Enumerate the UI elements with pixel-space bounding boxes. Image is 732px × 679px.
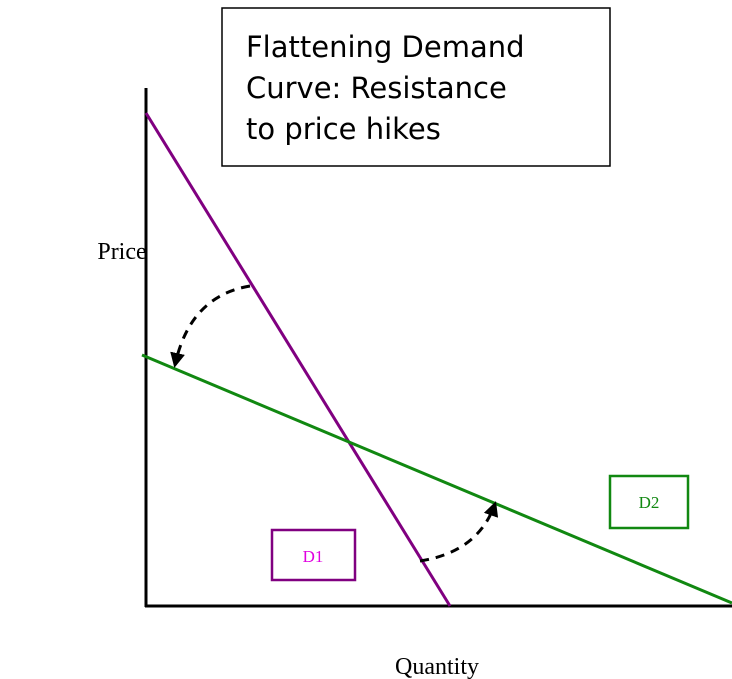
d2-label-box: [608, 474, 690, 530]
title-line: Flattening Demand: [246, 30, 525, 64]
demand-curve-d2: [141, 353, 732, 605]
d1-label: D1: [303, 547, 324, 566]
title-line: to price hikes: [246, 112, 441, 146]
d1-label-box: [270, 528, 357, 582]
demand-curve-d1: [144, 112, 452, 607]
rotation-arrow: [170, 284, 251, 368]
d2-label: D2: [639, 493, 660, 512]
title-box: [221, 7, 611, 167]
title-line: Curve: Resistance: [246, 71, 507, 105]
x-axis-label: Quantity: [395, 654, 479, 679]
rotation-arrow: [419, 501, 499, 563]
y-axis-label: Price: [97, 239, 146, 265]
